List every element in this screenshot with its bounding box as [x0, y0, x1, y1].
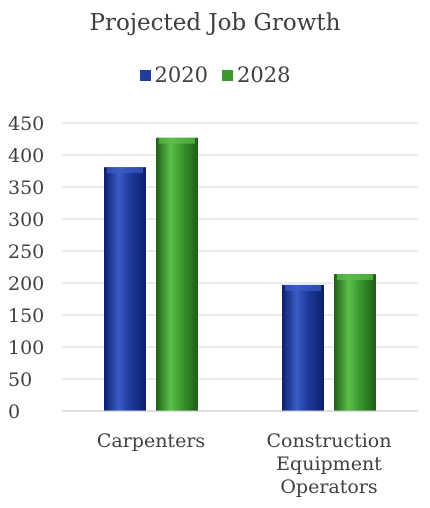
y-tick-label-150: 150 [8, 305, 44, 327]
legend-label-2020: 2020 [154, 63, 208, 87]
bar-2020-1 [282, 284, 324, 411]
y-tick-label-200: 200 [8, 273, 44, 295]
legend-item-2028: 2028 [222, 63, 290, 87]
y-tick-label-300: 300 [8, 209, 44, 231]
legend-item-2020: 2020 [139, 63, 208, 87]
bar-2028-1 [334, 274, 376, 411]
legend-swatch-2028 [222, 69, 233, 81]
bar-top-2020-0 [107, 167, 143, 174]
y-tick-label-400: 400 [8, 145, 44, 167]
bar-2020-0 [104, 167, 146, 411]
legend-swatch-2020 [139, 69, 151, 81]
y-tick-label-50: 50 [8, 369, 32, 391]
bar-top-2028-0 [159, 137, 195, 144]
bar-top-2020-1 [285, 284, 321, 291]
y-tick-label-250: 250 [8, 241, 44, 263]
x-tick-label-1: Construction Equipment Operators [267, 430, 392, 498]
y-tick-label-100: 100 [8, 337, 44, 359]
y-tick-label-450: 450 [8, 113, 44, 135]
bar-2028-0 [156, 137, 198, 411]
y-tick-label-0: 0 [8, 401, 20, 423]
legend-label-2028: 2028 [237, 63, 291, 87]
bar-top-2028-1 [337, 274, 373, 281]
legend: 2020 2028 [0, 63, 430, 87]
x-tick-label-0: Carpenters [97, 430, 205, 452]
y-tick-label-350: 350 [8, 177, 44, 199]
chart-title: Projected Job Growth [89, 10, 341, 36]
